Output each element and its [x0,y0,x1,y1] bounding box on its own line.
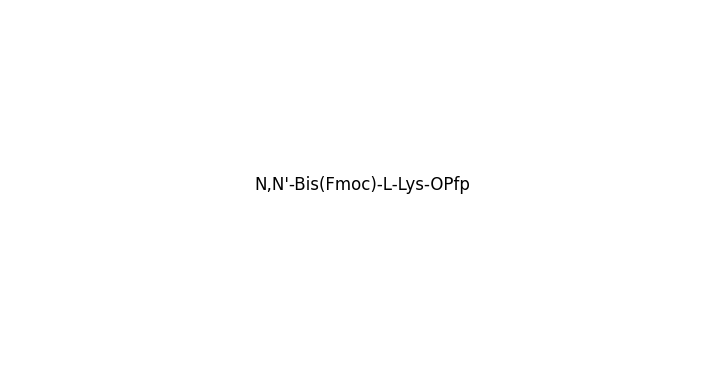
Text: N,N'-Bis(Fmoc)-L-Lys-OPfp: N,N'-Bis(Fmoc)-L-Lys-OPfp [254,176,470,194]
